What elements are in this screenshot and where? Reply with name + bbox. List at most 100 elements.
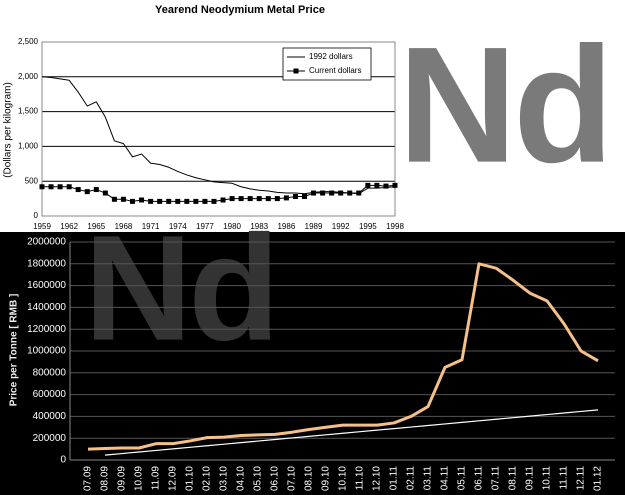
- series-line: [41, 76, 396, 195]
- data-point: [292, 194, 298, 200]
- data-point: [48, 184, 54, 190]
- x-tick-label: 1983: [250, 222, 268, 231]
- y-tick-label: 200000: [33, 433, 67, 444]
- x-tick-label: 01.10: [185, 466, 196, 491]
- y-tick-label: 2,500: [18, 37, 39, 46]
- data-point: [57, 184, 63, 190]
- data-point: [256, 196, 262, 202]
- data-point: [329, 190, 335, 196]
- y-tick-label: 600000: [33, 389, 67, 400]
- y-tick-label: 0: [60, 455, 66, 466]
- y-tick-label: 500: [25, 176, 39, 185]
- x-tick-label: 11.09: [151, 466, 162, 491]
- x-tick-label: 12.10: [372, 466, 383, 491]
- nd-symbol: Nd: [84, 204, 276, 372]
- x-tick-label: 12.09: [168, 466, 179, 491]
- x-tick-label: 11.11: [559, 466, 570, 490]
- x-tick-label: 1965: [87, 222, 105, 231]
- data-point: [120, 196, 126, 202]
- data-point: [39, 184, 45, 190]
- x-tick-label: 04.10: [236, 466, 247, 491]
- series-line: [87, 262, 599, 451]
- x-tick-label: 1974: [169, 222, 187, 231]
- y-tick-label: 800000: [33, 367, 67, 378]
- x-tick-label: 05.10: [253, 466, 264, 491]
- x-tick-label: 01.12: [593, 466, 604, 491]
- y-tick-label: 2,000: [18, 72, 39, 81]
- x-tick-label: 07.09: [83, 466, 94, 491]
- x-tick-label: 08.10: [304, 466, 315, 491]
- data-point: [75, 187, 81, 193]
- x-tick-label: 06.11: [474, 466, 485, 491]
- data-point: [356, 190, 362, 196]
- y-tick-label: 400000: [33, 411, 67, 422]
- y-tick-label: 1000000: [27, 346, 66, 357]
- data-point: [365, 182, 371, 188]
- data-point: [202, 198, 208, 204]
- data-point: [84, 189, 90, 195]
- x-tick-label: 1980: [223, 222, 241, 231]
- data-point: [301, 194, 307, 200]
- x-tick-label: 03.10: [219, 466, 230, 491]
- data-point: [211, 198, 217, 204]
- plot-frame: [41, 41, 396, 217]
- x-tick-label: 02.11: [406, 466, 417, 491]
- y-tick-label: 1200000: [27, 324, 66, 335]
- y-tick-label: 1600000: [27, 280, 66, 291]
- data-point: [166, 198, 172, 204]
- y-axis-title: Price per Tonne [ RMB ]: [9, 294, 20, 407]
- data-point: [93, 187, 99, 193]
- data-point: [247, 196, 253, 202]
- data-point: [157, 198, 163, 204]
- y-axis-title: (Dollars per kilogram): [3, 82, 14, 178]
- data-point: [148, 198, 154, 204]
- x-tick-label: 12.11: [576, 466, 587, 491]
- data-point: [383, 183, 389, 189]
- x-tick-label: 10.10: [338, 466, 349, 491]
- x-tick-label: 1971: [142, 222, 160, 231]
- data-point: [265, 196, 271, 202]
- x-tick-label: 07.11: [491, 466, 502, 491]
- y-tick-label: 1,000: [18, 142, 39, 151]
- x-tick-label: 1986: [277, 222, 295, 231]
- x-tick-label: 1959: [33, 222, 51, 231]
- data-point: [274, 196, 280, 202]
- x-tick-label: 08.09: [100, 466, 111, 491]
- data-point: [229, 196, 235, 202]
- y-tick-label: 0: [34, 211, 39, 220]
- legend-label: Current dollars: [309, 66, 361, 75]
- legend-label: 1992 dollars: [309, 52, 353, 61]
- x-tick-label: 04.11: [440, 466, 451, 491]
- data-point: [283, 195, 289, 201]
- data-point: [130, 198, 136, 204]
- x-tick-label: 09.10: [321, 466, 332, 491]
- data-point: [184, 198, 190, 204]
- data-point: [238, 196, 244, 202]
- data-point: [320, 190, 326, 196]
- x-tick-label: 03.11: [423, 466, 434, 491]
- bottom-background: [0, 232, 625, 495]
- x-tick-label: 08.11: [508, 466, 519, 491]
- y-tick-label: 2000000: [27, 237, 66, 248]
- x-tick-label: 02.10: [202, 466, 213, 491]
- x-tick-label: 1977: [196, 222, 214, 231]
- x-tick-label: 10.11: [542, 466, 553, 491]
- x-tick-label: 1995: [359, 222, 377, 231]
- x-tick-label: 05.11: [457, 466, 468, 491]
- chart-title: Yearend Neodymium Metal Price: [155, 4, 325, 16]
- x-tick-label: 1968: [115, 222, 133, 231]
- x-tick-label: 07.10: [287, 466, 298, 491]
- data-point: [193, 198, 199, 204]
- series-line: [104, 409, 599, 456]
- x-tick-label: 1998: [386, 222, 404, 231]
- data-point: [374, 182, 380, 188]
- x-tick-label: 1992: [332, 222, 350, 231]
- y-tick-label: 1,500: [18, 107, 39, 116]
- data-point: [66, 184, 72, 190]
- x-tick-label: 1962: [60, 222, 78, 231]
- nd-symbol: Nd: [398, 13, 610, 197]
- x-tick-label: 09.09: [117, 466, 128, 491]
- data-point: [220, 197, 226, 203]
- y-tick-label: 1800000: [27, 258, 66, 269]
